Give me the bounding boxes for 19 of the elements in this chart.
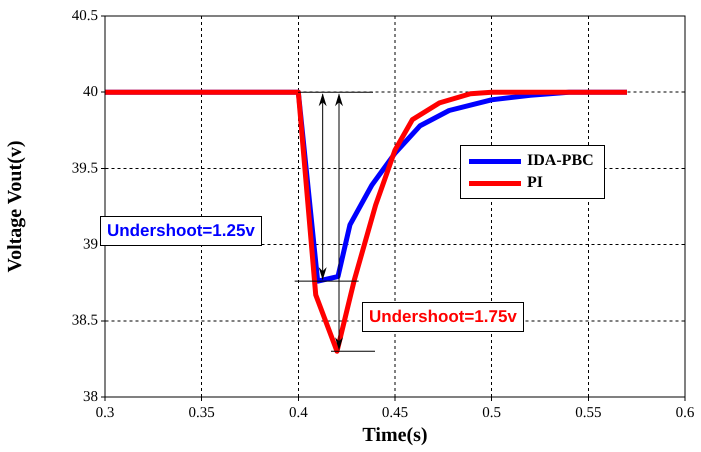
- annotation: Undershoot=1.75v: [362, 302, 524, 332]
- y-tick-label: 39: [83, 236, 98, 253]
- x-tick-label: 0.5: [482, 404, 502, 421]
- y-tick-label: 38.5: [72, 312, 98, 329]
- x-tick-label: 0.4: [288, 404, 308, 421]
- y-tick-label: 40.5: [72, 8, 98, 24]
- x-tick-label: 0.45: [382, 404, 408, 421]
- x-tick-label: 0.3: [96, 404, 114, 421]
- y-tick-label: 39.5: [72, 160, 98, 176]
- legend-label: PI: [527, 174, 543, 192]
- y-tick-label: 38: [83, 388, 98, 405]
- legend-label: IDA-PBC: [527, 152, 594, 170]
- x-tick-label: 0.35: [188, 404, 215, 421]
- x-tick-label: 0.55: [575, 404, 602, 421]
- annotation: Undershoot=1.25v: [100, 216, 262, 246]
- y-tick-label: 40: [83, 84, 98, 100]
- x-tick-label: 0.6: [676, 404, 695, 421]
- x-axis-title: Time(s): [362, 424, 428, 446]
- y-axis-title: Voltage Vout(v): [4, 140, 26, 273]
